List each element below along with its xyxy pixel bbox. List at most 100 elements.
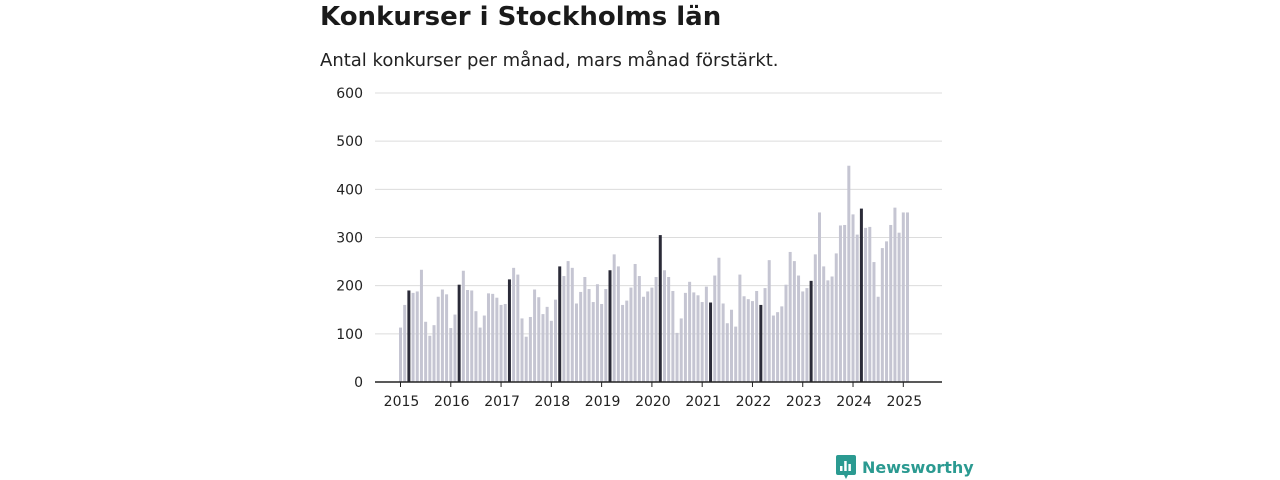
bar: [583, 277, 587, 382]
bar: [671, 290, 675, 382]
x-tick-label: 2025: [886, 394, 922, 410]
bar: [499, 304, 503, 382]
bar: [876, 296, 880, 382]
bar: [847, 165, 851, 382]
bar: [646, 291, 650, 382]
y-tick-label: 100: [336, 327, 363, 343]
bar: [633, 263, 637, 382]
bar: [792, 261, 796, 382]
bar-chart-speech-bubble-icon: [836, 455, 856, 479]
bar: [901, 212, 905, 382]
bar: [868, 226, 872, 382]
bar: [771, 315, 775, 382]
bar: [478, 327, 482, 382]
bar: [574, 303, 578, 382]
y-tick-label: 300: [336, 231, 363, 247]
bar: [453, 314, 457, 382]
bar: [709, 302, 713, 382]
bar: [399, 327, 402, 382]
bar: [658, 235, 662, 382]
bar: [587, 289, 591, 382]
bar: [738, 274, 742, 382]
bar: [776, 312, 780, 382]
bar: [608, 270, 612, 382]
bar: [885, 241, 889, 382]
bar: [667, 277, 671, 382]
bar: [428, 335, 432, 382]
bar: [859, 208, 863, 382]
bar: [654, 277, 658, 382]
y-tick-label: 600: [336, 86, 363, 102]
bar: [872, 262, 876, 382]
bar: [784, 284, 788, 382]
bar: [554, 299, 558, 382]
bar: [629, 287, 633, 382]
bar: [759, 304, 763, 382]
bar: [466, 290, 470, 382]
bar: [507, 279, 511, 382]
bar: [755, 290, 759, 382]
bar: [604, 289, 608, 382]
x-tick-label: 2016: [434, 394, 470, 410]
bar: [403, 304, 407, 382]
bar: [591, 302, 595, 382]
bar: [725, 323, 729, 382]
bar: [520, 318, 524, 382]
bar: [457, 284, 461, 382]
x-tick-label: 2018: [535, 394, 571, 410]
bar: [612, 254, 616, 382]
x-tick-label: 2017: [484, 394, 520, 410]
bar: [864, 227, 868, 382]
bar: [704, 286, 708, 382]
bar: [822, 266, 826, 382]
bar: [411, 292, 415, 382]
bar: [797, 275, 801, 382]
bar: [642, 296, 646, 382]
bar: [524, 336, 528, 382]
bar: [474, 311, 478, 382]
y-tick-label: 400: [336, 182, 363, 198]
bar: [537, 297, 541, 382]
bar: [470, 290, 474, 382]
bar: [566, 261, 570, 382]
bar: [650, 287, 654, 382]
latest-value-label: 352: [897, 0, 926, 4]
x-axis-tick-labels: 2015 2016 2017 2018 2019 2020 2021 2022 2023 2024…: [384, 382, 922, 410]
bar: [721, 303, 725, 382]
bar: [616, 266, 620, 382]
bar: [897, 232, 901, 382]
bar: [675, 332, 679, 382]
bar: [801, 291, 805, 382]
bar: [700, 302, 704, 382]
x-tick-label: 2019: [585, 394, 621, 410]
newsworthy-logo[interactable]: Newsworthy: [836, 455, 974, 479]
y-axis-tick-labels: 0 100 200 300 400 500 600: [336, 86, 363, 391]
bar: [558, 266, 562, 382]
bar: [746, 299, 750, 382]
bar: [788, 251, 792, 382]
bar: [692, 292, 696, 382]
bar: [533, 289, 537, 382]
bar: [415, 291, 419, 382]
bar: [407, 290, 411, 382]
bar: [600, 303, 604, 382]
bar: [679, 318, 683, 382]
bar: [805, 288, 809, 382]
bar: [730, 309, 734, 382]
bar: [763, 288, 767, 382]
x-tick-label: 2015: [384, 394, 420, 410]
bar: [713, 275, 717, 382]
bar: [742, 296, 746, 382]
bar: [843, 224, 847, 382]
bar: [696, 295, 700, 382]
bar: [834, 253, 838, 382]
bar: [893, 207, 897, 382]
bar: [528, 316, 532, 382]
bar: [662, 270, 666, 382]
bar: [595, 284, 599, 382]
chart-title: Konkurser i Stockholms län: [320, 2, 722, 32]
x-tick-label: 2024: [836, 394, 872, 410]
bar: [419, 269, 423, 382]
bar: [880, 248, 884, 382]
